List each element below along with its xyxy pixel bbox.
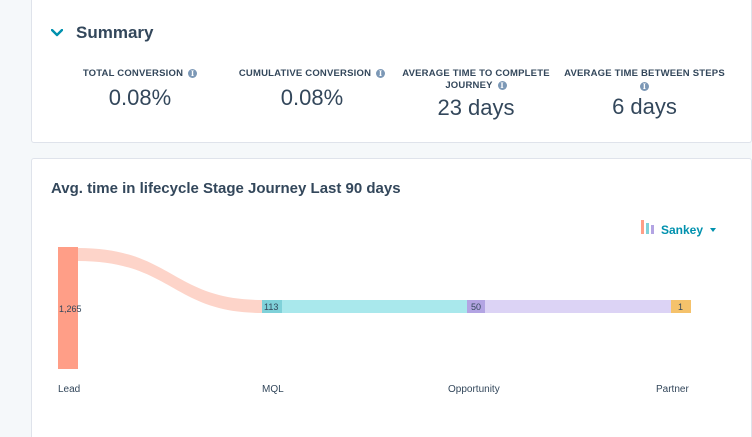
metric-label: AVERAGE TIME TO COMPLETE: [402, 68, 550, 79]
node-value-mql: 113: [264, 302, 278, 312]
summary-card: Summary TOTAL CONVERSION i 0.08% CUMULATI…: [31, 0, 752, 143]
info-icon[interactable]: i: [376, 69, 386, 78]
chart-type-dropdown[interactable]: Sankey: [640, 219, 717, 240]
link-mql-opportunity[interactable]: [282, 300, 467, 313]
stage-label-partner: Partner: [656, 384, 689, 395]
node-value-partner: 1: [678, 302, 683, 312]
metric-avg-time-complete: AVERAGE TIME TO COMPLETE JOURNEY i 23 day…: [392, 63, 560, 121]
sankey-chart-icon: [640, 219, 656, 240]
stage-label-lead: Lead: [58, 384, 81, 395]
metric-total-conversion: TOTAL CONVERSION i 0.08%: [70, 63, 210, 111]
info-icon[interactable]: i: [497, 81, 507, 90]
metric-avg-time-between: AVERAGE TIME BETWEEN STEPS i 6 days: [562, 63, 727, 120]
link-opportunity-partner[interactable]: [485, 300, 671, 313]
node-opportunity[interactable]: [467, 300, 485, 313]
summary-header[interactable]: Summary: [50, 23, 153, 43]
metric-value: 6 days: [612, 94, 677, 119]
info-icon[interactable]: i: [640, 82, 649, 91]
node-value-lead: 1,265: [59, 304, 82, 314]
metric-label: TOTAL CONVERSION: [82, 68, 184, 79]
metric-value: 0.08%: [280, 85, 344, 110]
node-mql[interactable]: [262, 300, 282, 313]
metric-label: AVERAGE TIME BETWEEN STEPS: [564, 68, 725, 79]
summary-title: Summary: [76, 23, 154, 42]
chart-title: Avg. time in lifecycle Stage Journey Las…: [51, 180, 401, 197]
node-partner[interactable]: [671, 300, 691, 313]
stage-label-opportunity: Opportunity: [448, 384, 500, 395]
sankey-chart: 1,265 113 50 1: [58, 247, 691, 369]
metric-value: 23 days: [437, 95, 515, 120]
node-value-opportunity: 50: [471, 302, 481, 312]
metric-label: CUMULATIVE CONVERSION: [238, 68, 372, 79]
node-lead[interactable]: [58, 247, 78, 369]
metric-label: JOURNEY: [445, 80, 493, 91]
metric-value: 0.08%: [108, 85, 172, 110]
caret-down-icon: [710, 227, 717, 232]
chart-type-label: Sankey: [661, 222, 704, 237]
metric-cumulative-conversion: CUMULATIVE CONVERSION i 0.08%: [222, 63, 402, 111]
info-icon[interactable]: i: [188, 69, 198, 78]
chevron-down-icon[interactable]: [50, 26, 64, 40]
stage-label-mql: MQL: [262, 384, 284, 395]
link-lead-mql[interactable]: [78, 248, 262, 313]
chart-card: Avg. time in lifecycle Stage Journey Las…: [31, 158, 752, 437]
